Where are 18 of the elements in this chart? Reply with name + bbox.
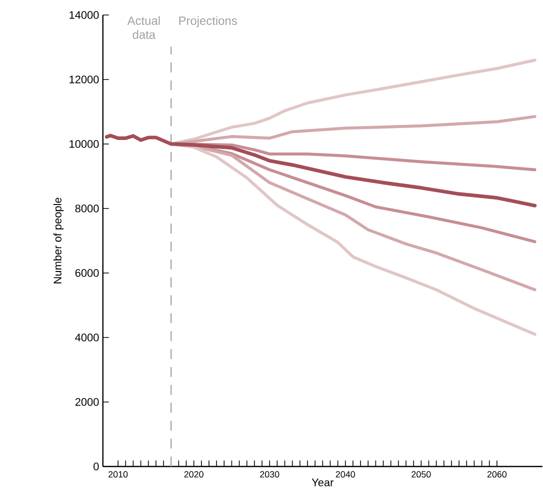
y-tick-label: 12000	[70, 75, 99, 84]
y-tick-label: 10000	[70, 140, 99, 148]
x-tick-label: 2060	[487, 470, 507, 478]
x-tick-label: 2040	[336, 470, 355, 478]
x-tick-label: 2020	[184, 470, 204, 478]
y-axis-title: Number of people	[53, 198, 64, 284]
annotation: Actual data	[127, 16, 160, 39]
y-tick-label: 4000	[75, 333, 99, 342]
y-tick-label: 0	[94, 462, 99, 470]
y-tick-label: 2000	[75, 398, 99, 406]
x-tick-label: 2050	[412, 470, 431, 478]
x-tick-label: 2010	[108, 470, 128, 478]
y-tick-label: 14000	[70, 10, 99, 19]
x-tick-label: 2030	[260, 470, 280, 478]
annotation: Projections	[179, 16, 237, 28]
y-tick-label: 8000	[75, 204, 99, 212]
x-axis-title: Year	[312, 478, 334, 486]
y-tick-label: 6000	[75, 268, 99, 277]
